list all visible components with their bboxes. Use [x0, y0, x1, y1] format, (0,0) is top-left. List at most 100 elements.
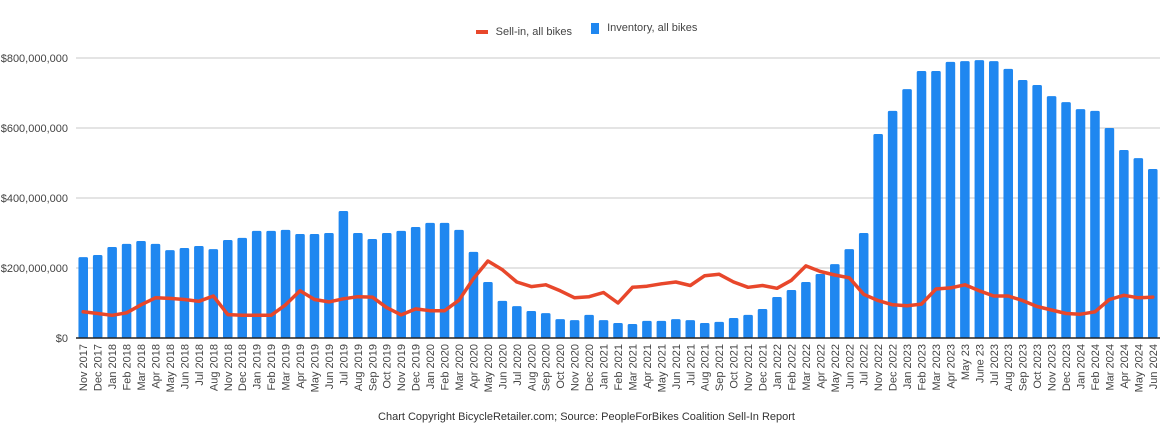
sell-in-point[interactable] [948, 286, 952, 290]
sell-in-point[interactable] [226, 313, 230, 317]
inventory-bar[interactable] [324, 233, 334, 338]
sell-in-point[interactable] [443, 309, 447, 313]
inventory-bar[interactable] [584, 314, 594, 338]
sell-in-point[interactable] [269, 313, 273, 317]
inventory-bar[interactable] [497, 300, 508, 338]
inventory-bar[interactable] [222, 240, 233, 338]
sell-in-point[interactable] [197, 299, 201, 303]
sell-in-point[interactable] [1050, 308, 1054, 312]
inventory-bar[interactable] [902, 89, 912, 339]
inventory-bar[interactable] [121, 243, 132, 338]
inventory-bar[interactable] [844, 249, 855, 338]
inventory-bar[interactable] [960, 61, 970, 339]
inventory-bar[interactable] [136, 241, 146, 338]
sell-in-point[interactable] [500, 268, 504, 272]
inventory-bar[interactable] [887, 110, 898, 338]
sell-in-point[interactable] [717, 272, 721, 276]
sell-in-point[interactable] [833, 273, 837, 277]
inventory-bar[interactable] [1061, 102, 1071, 338]
inventory-bar[interactable] [945, 61, 956, 338]
sell-in-point[interactable] [977, 289, 981, 293]
sell-in-point[interactable] [240, 313, 244, 317]
sell-in-point[interactable] [327, 300, 331, 304]
inventory-bar[interactable] [165, 250, 175, 338]
sell-in-point[interactable] [1079, 312, 1083, 316]
inventory-bar[interactable] [699, 322, 710, 338]
sell-in-point[interactable] [399, 313, 403, 317]
sell-in-point[interactable] [645, 284, 649, 288]
sell-in-point[interactable] [746, 285, 750, 289]
sell-in-point[interactable] [558, 289, 562, 293]
inventory-bar[interactable] [1017, 80, 1028, 339]
sell-in-point[interactable] [688, 284, 692, 287]
sell-in-point[interactable] [1035, 305, 1039, 308]
sell-in-point[interactable] [284, 303, 288, 307]
sell-in-point[interactable] [761, 284, 765, 287]
inventory-bar[interactable] [367, 238, 378, 338]
inventory-bar[interactable] [353, 233, 363, 338]
inventory-bar[interactable] [989, 61, 999, 339]
sell-in-point[interactable] [602, 291, 606, 294]
sell-in-point[interactable] [963, 283, 967, 287]
sell-in-point[interactable] [905, 304, 909, 308]
sell-in-point[interactable] [96, 312, 100, 315]
inventory-bar[interactable] [642, 320, 652, 338]
sell-in-point[interactable] [659, 282, 663, 286]
inventory-bar[interactable] [743, 314, 753, 338]
sell-in-point[interactable] [587, 295, 591, 299]
sell-in-point[interactable] [125, 311, 129, 315]
sell-in-point[interactable] [1107, 298, 1111, 301]
inventory-bar[interactable] [439, 222, 450, 338]
inventory-bar[interactable] [858, 233, 869, 338]
sell-in-point[interactable] [515, 280, 519, 284]
sell-in-point[interactable] [168, 296, 172, 300]
sell-in-point[interactable] [1021, 299, 1025, 303]
sell-in-point[interactable] [1122, 293, 1126, 297]
inventory-bar[interactable] [526, 311, 537, 338]
inventory-bar[interactable] [1148, 168, 1158, 338]
inventory-bar[interactable] [685, 320, 696, 338]
inventory-bar[interactable] [237, 237, 247, 338]
inventory-bar[interactable] [916, 70, 927, 338]
sell-in-point[interactable] [298, 289, 302, 293]
inventory-bar[interactable] [656, 320, 667, 338]
sell-in-point[interactable] [153, 296, 157, 300]
inventory-bar[interactable] [78, 257, 88, 338]
inventory-bar[interactable] [194, 245, 204, 338]
inventory-bar[interactable] [396, 230, 406, 338]
inventory-bar[interactable] [483, 282, 493, 338]
sell-in-point[interactable] [732, 280, 736, 284]
inventory-bar[interactable] [540, 313, 551, 338]
inventory-bar[interactable] [107, 247, 117, 338]
sell-in-point[interactable] [385, 306, 389, 310]
sell-in-point[interactable] [674, 280, 678, 284]
sell-in-point[interactable] [182, 298, 186, 301]
sell-in-point[interactable] [457, 298, 461, 302]
sell-in-point[interactable] [616, 301, 620, 305]
inventory-bar[interactable] [92, 255, 103, 338]
sell-in-point[interactable] [1093, 310, 1097, 314]
sell-in-point[interactable] [414, 307, 418, 311]
inventory-bar[interactable] [671, 319, 681, 338]
sell-in-point[interactable] [255, 313, 259, 317]
sell-in-point[interactable] [703, 274, 707, 278]
inventory-bar[interactable] [598, 320, 609, 338]
inventory-bar[interactable] [1075, 109, 1086, 338]
sell-in-point[interactable] [1064, 312, 1068, 315]
sell-in-point[interactable] [934, 287, 938, 291]
legend-item-sell-in[interactable]: Sell-in, all bikes [475, 26, 572, 38]
sell-in-point[interactable] [356, 295, 360, 299]
sell-in-point[interactable] [847, 276, 851, 280]
sell-in-point[interactable] [312, 298, 316, 301]
inventory-bar[interactable] [381, 233, 392, 338]
inventory-bar[interactable] [266, 230, 276, 338]
inventory-bar[interactable] [512, 306, 522, 338]
sell-in-point[interactable] [529, 285, 533, 289]
sell-in-point[interactable] [139, 303, 143, 307]
inventory-bar[interactable] [757, 308, 768, 338]
sell-in-point[interactable] [486, 259, 490, 263]
inventory-bar[interactable] [1133, 158, 1144, 338]
sell-in-point[interactable] [992, 294, 996, 298]
inventory-bar[interactable] [208, 249, 219, 338]
inventory-bar[interactable] [1046, 96, 1057, 339]
